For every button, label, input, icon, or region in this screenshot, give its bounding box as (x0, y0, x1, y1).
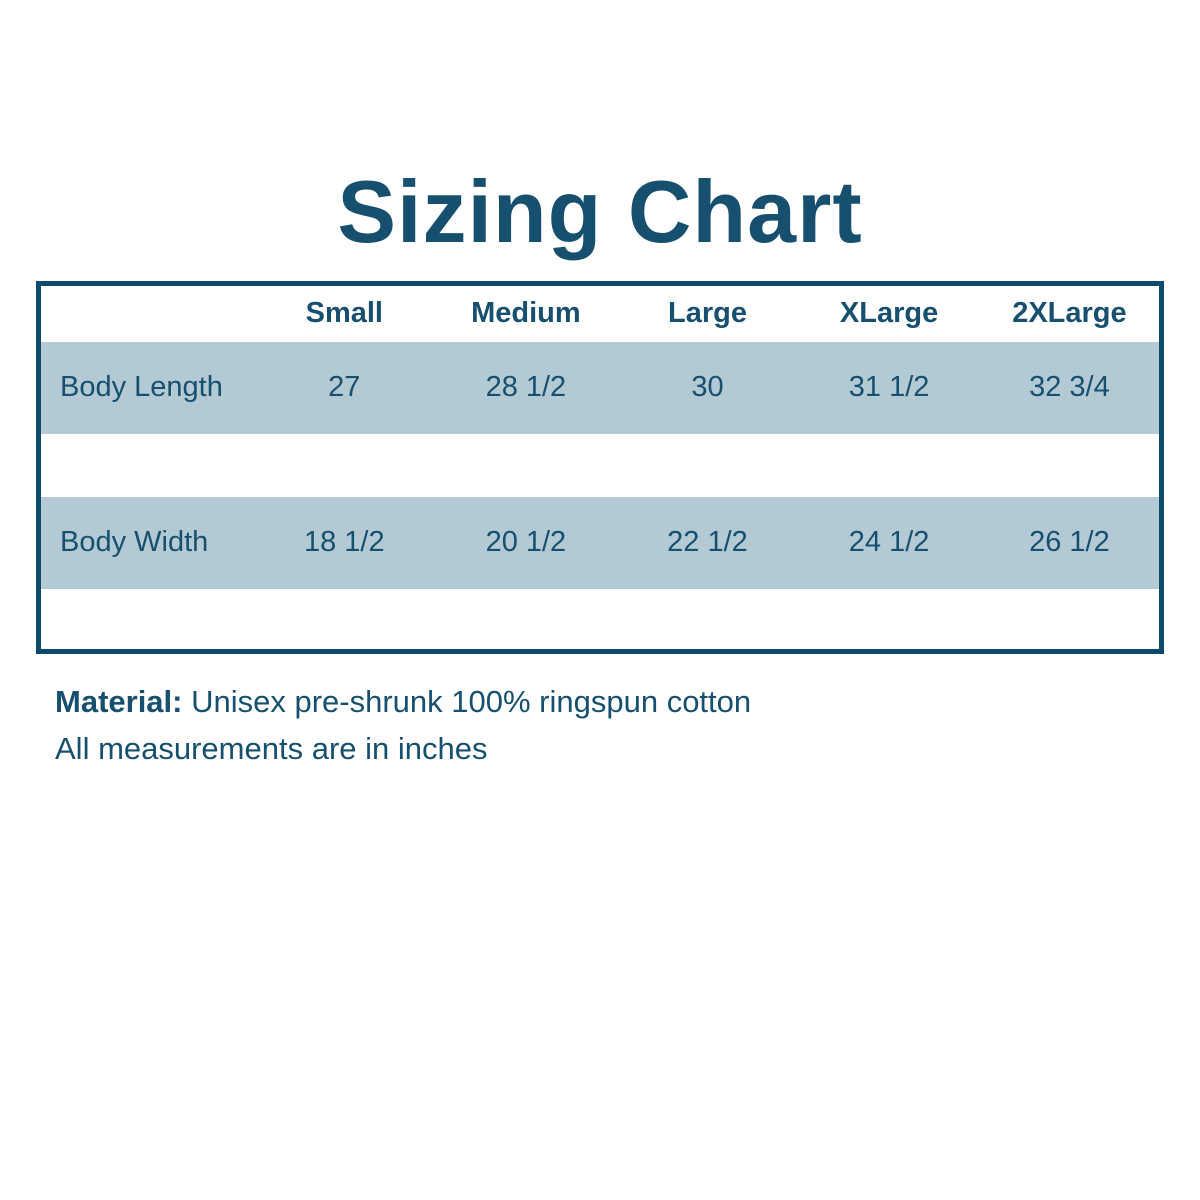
header-cell-large: Large (616, 283, 799, 342)
table-row-body-length: Body Length 27 28 1/2 30 31 1/2 32 3/4 (38, 341, 1162, 434)
table-spacer-row (38, 588, 1162, 652)
cell-body-width-large: 22 1/2 (616, 496, 799, 589)
notes-block: Material: Unisex pre-shrunk 100% ringspu… (55, 678, 751, 772)
header-cell-xlarge: XLarge (798, 283, 980, 342)
spacer-cell (38, 433, 1162, 497)
cell-body-length-xlarge: 31 1/2 (798, 341, 980, 434)
material-note: Material: Unisex pre-shrunk 100% ringspu… (55, 678, 751, 725)
row-label-body-width: Body Width (38, 496, 254, 589)
table-header-row: Small Medium Large XLarge 2XLarge (38, 283, 1162, 342)
cell-body-width-xlarge: 24 1/2 (798, 496, 980, 589)
header-cell-empty (38, 283, 254, 342)
cell-body-length-medium: 28 1/2 (435, 341, 617, 434)
header-cell-2xlarge: 2XLarge (979, 283, 1162, 342)
row-label-body-length: Body Length (38, 341, 254, 434)
material-value: Unisex pre-shrunk 100% ringspun cotton (191, 684, 752, 719)
cell-body-length-large: 30 (616, 341, 799, 434)
cell-body-length-small: 27 (253, 341, 436, 434)
spacer-cell (38, 588, 1162, 652)
header-cell-medium: Medium (435, 283, 617, 342)
sizing-table: Small Medium Large XLarge 2XLarge Body L… (36, 281, 1164, 654)
header-cell-small: Small (253, 283, 436, 342)
cell-body-length-2xlarge: 32 3/4 (979, 341, 1162, 434)
material-label: Material: (55, 684, 183, 719)
measurements-note: All measurements are in inches (55, 731, 488, 766)
cell-body-width-medium: 20 1/2 (435, 496, 617, 589)
cell-body-width-2xlarge: 26 1/2 (979, 496, 1162, 589)
page-title: Sizing Chart (337, 162, 863, 261)
table-row-body-width: Body Width 18 1/2 20 1/2 22 1/2 24 1/2 2… (38, 496, 1162, 589)
table-spacer-row (38, 433, 1162, 497)
cell-body-width-small: 18 1/2 (253, 496, 436, 589)
